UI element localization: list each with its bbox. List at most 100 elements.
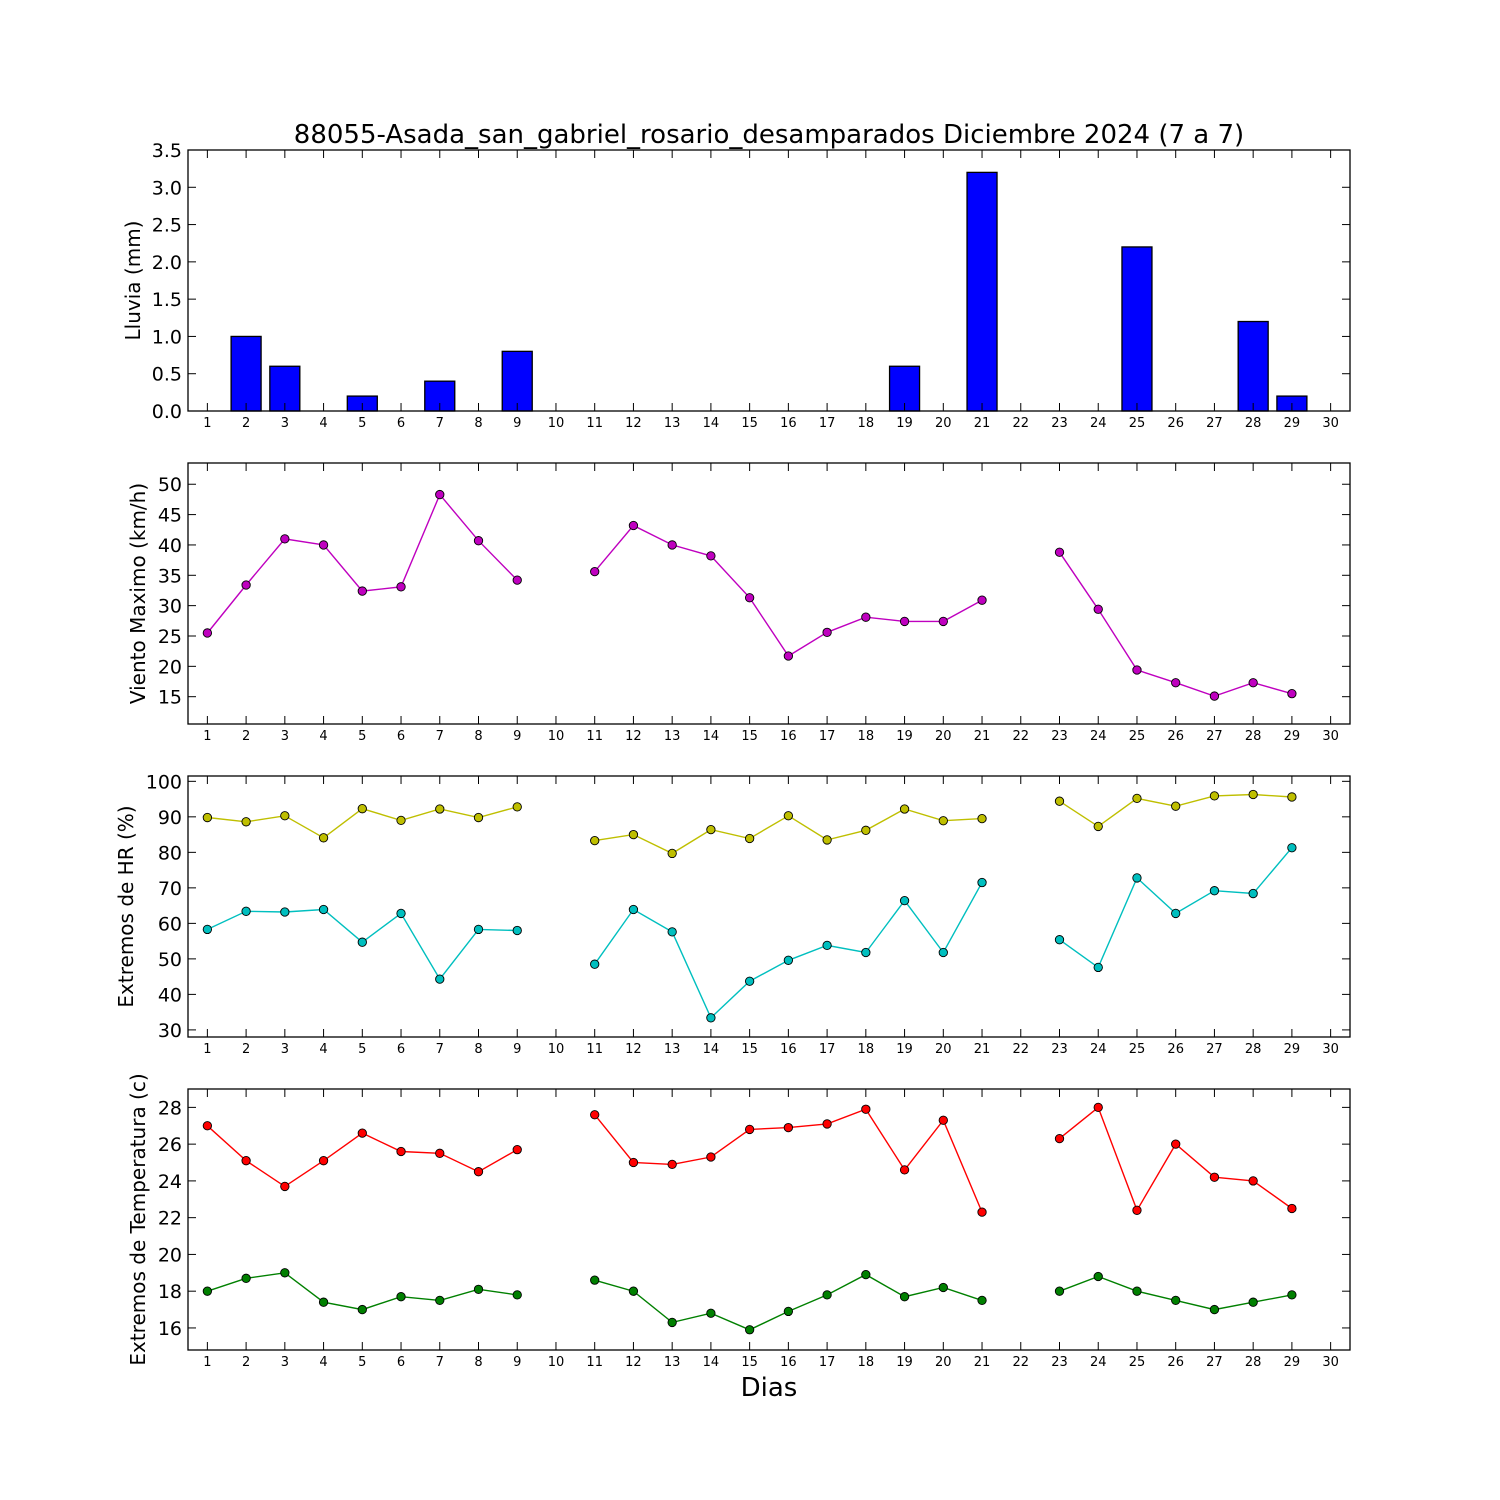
temperatura-series-2-point-1 xyxy=(202,1286,213,1296)
temperatura-series-2-point-4 xyxy=(318,1297,329,1307)
temperatura-ytick-label: 16 xyxy=(158,1318,182,1340)
viento-xtick-label: 14 xyxy=(703,729,720,744)
hr-xtick-label: 7 xyxy=(436,1042,444,1057)
hr-ytick-label: 60 xyxy=(158,913,182,935)
hr-xtick-label: 27 xyxy=(1206,1042,1223,1057)
temperatura-series-1-point-18 xyxy=(861,1104,871,1114)
hr-series-2-point-21 xyxy=(977,877,987,888)
temperatura-xtick-label: 20 xyxy=(935,1355,952,1370)
lluvia-ytick-label: 2.5 xyxy=(152,215,182,237)
temperatura-xtick-label: 19 xyxy=(896,1355,913,1370)
lluvia-xtick-label: 10 xyxy=(548,416,565,431)
temperatura-series-1-point-13 xyxy=(667,1159,677,1170)
lluvia-y-axis-label: Lluvia (mm) xyxy=(121,221,145,341)
hr-xtick-label: 16 xyxy=(780,1042,797,1057)
lluvia-xtick-label: 25 xyxy=(1129,416,1146,431)
hr-series-1-point-17 xyxy=(822,835,832,845)
hr-ytick-label: 40 xyxy=(158,984,182,1006)
viento-plot-area xyxy=(188,463,1350,724)
temperatura-xtick-label: 23 xyxy=(1051,1355,1068,1370)
hr-xtick-label: 8 xyxy=(474,1042,482,1057)
lluvia-xtick-label: 6 xyxy=(397,416,405,431)
hr-xtick-label: 26 xyxy=(1167,1042,1184,1057)
temperatura-plot-area xyxy=(188,1089,1350,1350)
viento-series-1-point-25 xyxy=(1132,665,1142,675)
temperatura-xtick-label: 24 xyxy=(1090,1355,1107,1370)
temperatura-series-2-point-5 xyxy=(357,1304,367,1315)
viento-series-1-point-6 xyxy=(396,582,406,592)
temperatura-series-2-point-21 xyxy=(977,1295,987,1306)
temperatura-series-2-point-26 xyxy=(1171,1295,1181,1306)
lluvia-xtick-label: 11 xyxy=(586,416,603,431)
hr-series-2-point-4 xyxy=(318,904,329,915)
temperatura-xtick-label: 8 xyxy=(474,1355,482,1370)
viento-xtick-label: 13 xyxy=(664,729,681,744)
temperatura-series-1-point-24 xyxy=(1093,1102,1103,1113)
viento-ytick-label: 25 xyxy=(158,626,182,648)
hr-series-1-point-8 xyxy=(473,812,484,823)
viento-series-1-point-14 xyxy=(706,551,716,561)
temperatura-ytick-label: 22 xyxy=(158,1208,182,1230)
temperatura-ytick-label: 24 xyxy=(158,1171,182,1193)
hr-ytick-label: 50 xyxy=(158,949,182,971)
viento-series-1-point-29 xyxy=(1287,689,1297,699)
hr-series-2-point-15 xyxy=(744,976,755,986)
viento-series-1-point-4 xyxy=(318,540,329,550)
hr-series-1-point-21 xyxy=(977,813,987,824)
lluvia-ytick-label: 1.5 xyxy=(152,289,182,311)
hr-series-1-point-3 xyxy=(280,811,290,821)
hr-series-2-point-29 xyxy=(1287,843,1297,853)
temperatura-series-2-point-23 xyxy=(1054,1286,1065,1296)
temperatura-series-1-point-4 xyxy=(318,1156,329,1166)
lluvia-xtick-label: 4 xyxy=(319,416,327,431)
viento-xtick-label: 6 xyxy=(397,729,405,744)
hr-xtick-label: 12 xyxy=(625,1042,642,1057)
lluvia-panel: 0.00.51.01.52.02.53.03.51 2 3 4 5 6 7 8 9 10 11 12 1… xyxy=(121,140,1351,431)
viento-xtick-label: 26 xyxy=(1167,729,1184,744)
viento-series-1-point-13 xyxy=(667,540,677,550)
lluvia-xtick-label: 3 xyxy=(281,416,289,431)
hr-xtick-label: 10 xyxy=(548,1042,565,1057)
viento-xtick-label: 28 xyxy=(1245,729,1262,744)
hr-series-2-point-19 xyxy=(899,895,910,906)
hr-series-1-point-20 xyxy=(938,816,948,826)
hr-series-2-point-6 xyxy=(396,908,406,919)
temperatura-series-1-point-20 xyxy=(938,1115,948,1125)
hr-series-2-point-27 xyxy=(1209,886,1220,896)
lluvia-bar-25 xyxy=(1121,246,1153,412)
viento-series-1-point-17 xyxy=(822,627,832,637)
hr-xtick-label: 22 xyxy=(1012,1042,1029,1057)
hr-ytick-label: 90 xyxy=(158,807,182,829)
hr-series-2-point-28 xyxy=(1248,888,1258,899)
temperatura-series-1-point-17 xyxy=(822,1119,832,1129)
viento-ytick-label: 20 xyxy=(158,656,182,678)
hr-xtick-label: 18 xyxy=(858,1042,875,1057)
viento-xtick-label: 11 xyxy=(586,729,603,744)
hr-series-2-point-23 xyxy=(1054,935,1065,945)
hr-xtick-label: 23 xyxy=(1051,1042,1068,1057)
lluvia-xtick-label: 16 xyxy=(780,416,797,431)
hr-series-2-point-26 xyxy=(1171,908,1181,919)
temperatura-ytick-label: 28 xyxy=(158,1097,182,1119)
viento-series-1-point-3 xyxy=(280,534,290,544)
viento-xtick-label: 30 xyxy=(1322,729,1339,744)
lluvia-bar-28 xyxy=(1237,320,1269,412)
hr-xtick-label: 19 xyxy=(896,1042,913,1057)
viento-ytick-label: 45 xyxy=(158,505,182,527)
hr-series-1-point-1 xyxy=(202,812,213,823)
hr-series-1-point-13 xyxy=(667,848,677,859)
viento-series-1-point-9 xyxy=(512,575,522,585)
temperatura-series-1-point-5 xyxy=(357,1128,367,1138)
hr-series-2-point-20 xyxy=(938,947,948,958)
lluvia-xtick-label: 15 xyxy=(741,416,758,431)
viento-series-1-point-21 xyxy=(977,595,987,605)
hr-series-2-point-18 xyxy=(861,947,871,958)
hr-xtick-label: 24 xyxy=(1090,1042,1107,1057)
viento-xtick-label: 3 xyxy=(281,729,289,744)
temperatura-series-2-point-7 xyxy=(435,1295,445,1306)
temperatura-series-2-point-12 xyxy=(628,1286,639,1296)
viento-series-1-point-15 xyxy=(744,593,755,603)
temperatura-series-2-point-15 xyxy=(744,1325,755,1335)
viento-series-1-point-11 xyxy=(590,566,600,577)
